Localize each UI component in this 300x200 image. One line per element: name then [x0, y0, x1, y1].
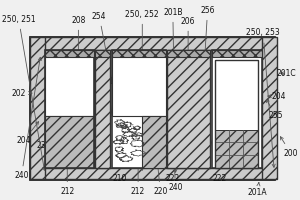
Text: 250, 252: 250, 252	[125, 10, 159, 170]
Text: 232: 232	[142, 66, 162, 151]
Text: 212: 212	[131, 53, 145, 196]
Text: 206: 206	[181, 17, 195, 164]
Bar	[30, 37, 274, 179]
Bar	[262, 37, 277, 179]
Bar	[167, 50, 210, 168]
Text: 201C: 201C	[277, 69, 297, 78]
Text: 215: 215	[119, 60, 137, 169]
Text: 208: 208	[71, 16, 85, 164]
Text: 255: 255	[266, 99, 283, 120]
Text: 230: 230	[224, 84, 239, 93]
Bar	[45, 50, 94, 116]
Bar	[95, 50, 110, 168]
Bar	[212, 50, 262, 168]
Text: 204: 204	[17, 122, 39, 145]
Bar	[112, 50, 166, 57]
Bar	[214, 130, 258, 168]
Text: 213: 213	[104, 77, 119, 108]
Text: 256: 256	[197, 6, 215, 170]
Bar	[167, 50, 210, 57]
Bar	[142, 116, 166, 168]
Text: 240: 240	[14, 57, 41, 180]
Bar	[45, 50, 94, 57]
Bar	[214, 60, 258, 168]
Text: 201B: 201B	[163, 8, 183, 172]
Text: 230: 230	[55, 78, 69, 87]
Bar	[45, 116, 94, 168]
Text: 220: 220	[146, 53, 167, 196]
Bar	[212, 50, 262, 57]
Text: 232: 232	[37, 60, 56, 150]
Bar	[45, 50, 94, 168]
Text: 222: 222	[190, 53, 227, 183]
Bar	[30, 37, 45, 179]
Bar	[95, 50, 110, 57]
Bar	[214, 60, 258, 130]
Text: 212: 212	[60, 53, 74, 196]
Bar	[30, 37, 274, 50]
Bar	[112, 50, 166, 116]
Bar	[30, 168, 274, 179]
Text: 210: 210	[103, 52, 127, 183]
Text: 201A: 201A	[248, 182, 267, 197]
Text: 230: 230	[131, 84, 146, 93]
Text: 232: 232	[218, 62, 233, 150]
Text: 222: 222	[162, 53, 180, 183]
Text: 250, 251: 250, 251	[2, 15, 45, 170]
Text: 240: 240	[166, 53, 183, 192]
Text: 200: 200	[280, 137, 298, 158]
Text: 250, 253: 250, 253	[246, 28, 280, 167]
Bar	[112, 50, 166, 168]
Text: 204: 204	[268, 92, 286, 101]
Text: 202: 202	[11, 89, 32, 98]
Text: 254: 254	[92, 12, 123, 134]
